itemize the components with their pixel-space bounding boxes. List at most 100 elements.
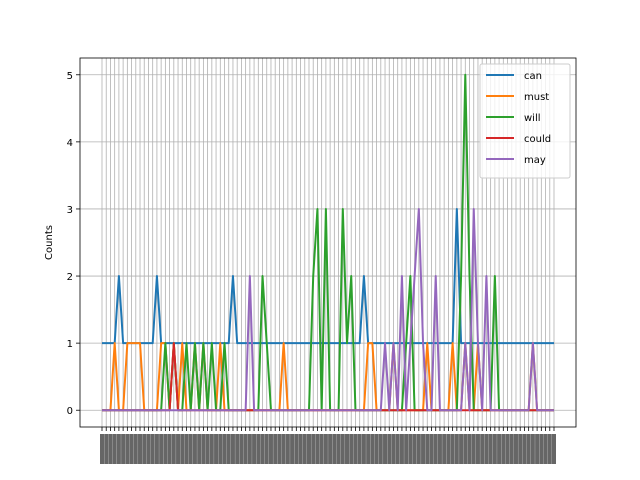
legend-label-must: must [524, 92, 549, 103]
y-tick-label: 1 [67, 339, 73, 350]
x-tick-label [332, 434, 337, 464]
x-tick-label [323, 434, 328, 464]
y-tick-label: 0 [67, 406, 73, 417]
x-tick-label [218, 434, 223, 464]
y-tick-label: 2 [67, 272, 73, 283]
x-tick-label [201, 434, 206, 464]
x-tick-label [184, 434, 189, 464]
x-tick-label [306, 434, 311, 464]
x-tick-label [349, 434, 354, 464]
x-tick-label [188, 434, 193, 464]
x-tick-label [374, 434, 379, 464]
x-tick-label [159, 434, 164, 464]
x-tick-label [222, 434, 227, 464]
x-tick-label [416, 434, 421, 464]
x-tick-label [129, 434, 134, 464]
x-tick-label [226, 434, 231, 464]
legend-label-will: will [524, 113, 541, 124]
legend-label-can: can [524, 71, 542, 82]
x-tick-label [256, 434, 261, 464]
x-tick-label [442, 434, 447, 464]
x-tick-label [535, 434, 540, 464]
x-tick-label [340, 434, 345, 464]
axes: 0 1 2 3 4 5 [67, 71, 556, 464]
x-tick-label [235, 434, 240, 464]
plot-frame [79, 57, 577, 428]
x-tick-label [463, 434, 468, 464]
x-tick-label [391, 434, 396, 464]
x-tick-label [454, 434, 459, 464]
x-tick-label [497, 434, 502, 464]
x-tick-label [408, 434, 413, 464]
x-tick-label [142, 434, 147, 464]
x-tick-label [328, 434, 333, 464]
x-tick-label [383, 434, 388, 464]
x-tick-label [319, 434, 324, 464]
x-tick-label [294, 434, 299, 464]
x-tick-label [180, 434, 185, 464]
x-tick-label [298, 434, 303, 464]
x-tick-label [116, 434, 121, 464]
x-tick-label [230, 434, 235, 464]
x-tick-label [446, 434, 451, 464]
x-tick-label [260, 434, 265, 464]
x-tick-label [353, 434, 358, 464]
series-line-may [102, 207, 554, 412]
x-tick-label [345, 434, 350, 464]
x-tick-label [138, 434, 143, 464]
x-tick-label [501, 434, 506, 464]
x-tick-label [518, 434, 523, 464]
x-tick-label [429, 434, 434, 464]
x-tick-label [302, 434, 307, 464]
x-tick-label [450, 434, 455, 464]
x-tick-label [315, 434, 320, 464]
x-tick-label [387, 434, 392, 464]
y-tick-label: 5 [67, 71, 73, 82]
x-tick-label [125, 434, 130, 464]
x-tick-label [150, 434, 155, 464]
x-tick-label [197, 434, 202, 464]
x-tick-label [421, 434, 426, 464]
x-tick-label [488, 434, 493, 464]
legend: can must will could may [479, 63, 571, 179]
x-tick-label [530, 434, 535, 464]
x-tick-label [252, 434, 257, 464]
x-tick-label [459, 434, 464, 464]
x-tick-label [467, 434, 472, 464]
x-tick-label [475, 434, 480, 464]
x-tick-label [366, 434, 371, 464]
x-tick-label [484, 434, 489, 464]
x-tick-label [404, 434, 409, 464]
x-tick-label [290, 434, 295, 464]
x-tick-label [547, 434, 552, 464]
x-tick-label [505, 434, 510, 464]
x-tick-label [543, 434, 548, 464]
x-tick-label [239, 434, 244, 464]
x-tick-label [167, 434, 172, 464]
x-tick-label [437, 434, 442, 464]
x-tick-label [121, 434, 126, 464]
x-tick-label [412, 434, 417, 464]
x-tick-label [154, 434, 159, 464]
x-tick-label [311, 434, 316, 464]
x-tick-label [264, 434, 269, 464]
x-tick-label [395, 434, 400, 464]
x-tick-label [552, 434, 556, 464]
x-tick-label [399, 434, 404, 464]
x-tick-label [100, 434, 104, 464]
x-tick-label [357, 434, 362, 464]
x-tick-label [243, 434, 248, 464]
x-tick-label [361, 434, 366, 464]
x-tick-label [104, 434, 109, 464]
legend-box [479, 63, 571, 179]
x-tick-label [214, 434, 219, 464]
x-tick-label [513, 434, 518, 464]
x-tick-label [176, 434, 181, 464]
x-tick-label [146, 434, 151, 464]
x-tick-label [336, 434, 341, 464]
x-tick-label [526, 434, 531, 464]
x-tick-label [425, 434, 430, 464]
x-tick-label [433, 434, 438, 464]
series-lines [102, 73, 554, 412]
